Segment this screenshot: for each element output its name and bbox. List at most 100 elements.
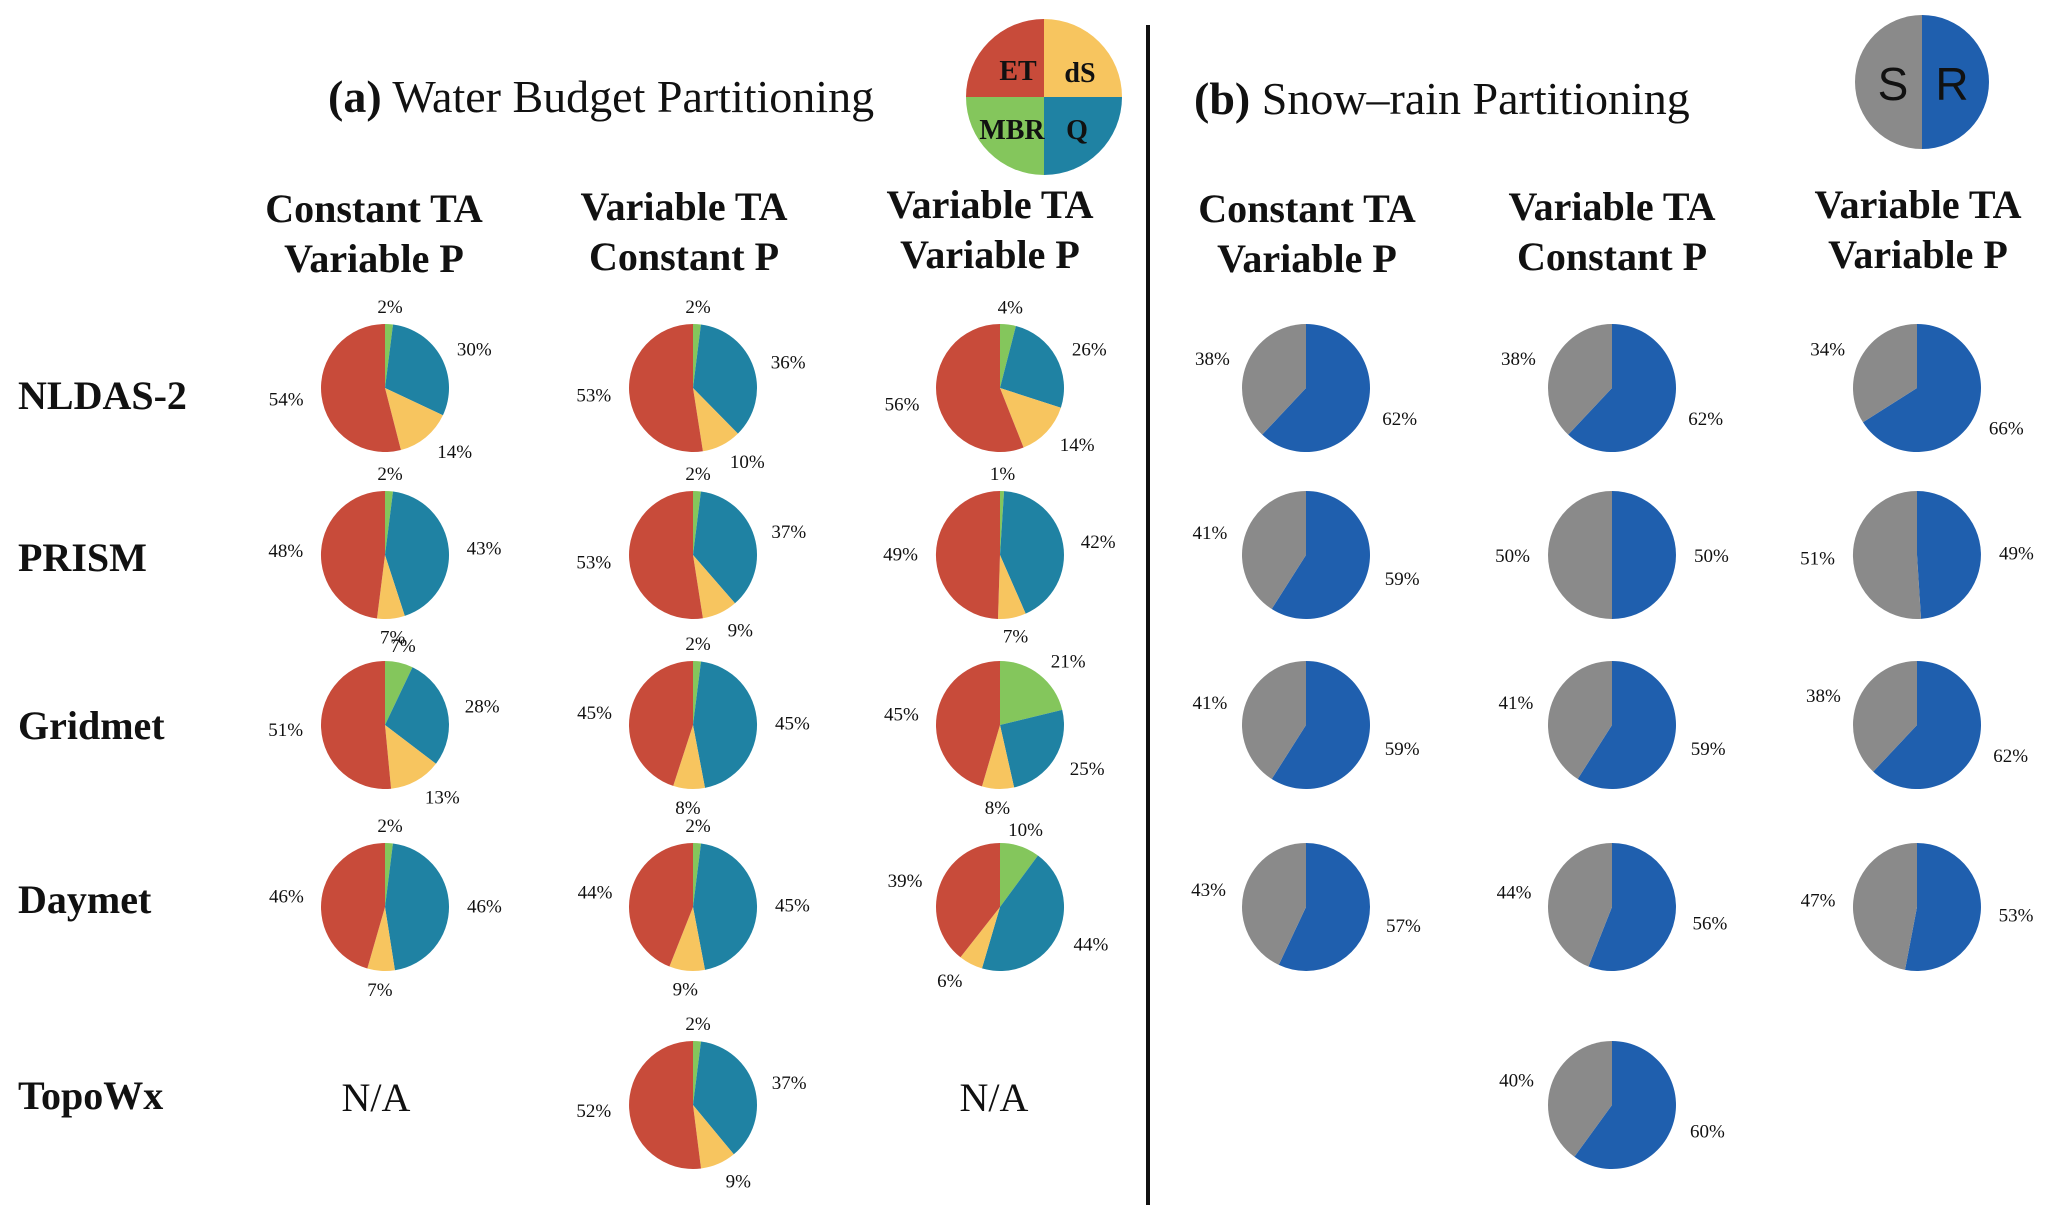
legend-mbr-slice <box>966 97 1044 175</box>
pie-snow-daymet-variable-ta-constant-p: 56% 44% <box>1497 843 1728 971</box>
label-et: 51% <box>268 720 303 741</box>
label-r: 53% <box>1999 906 2034 927</box>
label-ds: 8% <box>675 798 701 819</box>
slice-r <box>1262 324 1371 452</box>
pie-snow-daymet-constant-ta-variable-p: 57% 43% <box>1191 843 1421 971</box>
label-et: 53% <box>576 385 611 406</box>
column-header-b-3: Variable TA Variable P <box>1814 182 2022 277</box>
slice-et <box>628 843 693 967</box>
slice-s <box>1241 843 1306 965</box>
label-r: 62% <box>1688 409 1723 430</box>
pie-snow-prism-variable-ta-constant-p: 50% 50% <box>1495 491 1729 619</box>
slice-s <box>1547 660 1612 780</box>
label-et: 45% <box>577 703 612 724</box>
pie-water-daymet-variable-ta-constant-p: 2% 45% 9% 44% <box>578 816 810 1000</box>
label-r: 56% <box>1693 913 1728 934</box>
panel-divider <box>1146 25 1150 1205</box>
pie-snow-nldas-2-variable-ta-variable-p: 66% 34% <box>1810 324 2024 452</box>
label-q: 36% <box>771 353 806 374</box>
label-mbr: 2% <box>377 464 403 485</box>
label-ds: 9% <box>728 620 754 641</box>
label-et: 39% <box>888 871 923 892</box>
label-s: 38% <box>1806 686 1841 707</box>
pie-snow-prism-constant-ta-variable-p: 59% 41% <box>1192 490 1420 619</box>
slice-mbr <box>385 842 393 907</box>
panel-b-tag: (b) <box>1194 73 1251 124</box>
legend-water-budget: ET dS MBR Q <box>966 19 1122 175</box>
slice-mbr <box>1000 843 1038 907</box>
slice-r <box>1271 661 1370 789</box>
label-s: 40% <box>1499 1071 1534 1092</box>
slice-ds <box>669 907 705 972</box>
slice-ds <box>385 725 436 789</box>
label-q: 45% <box>775 895 810 916</box>
pie-water-daymet-constant-ta-variable-p: 2% 46% 7% 46% <box>269 816 502 1001</box>
label-mbr: 2% <box>685 464 711 485</box>
label-et: 54% <box>269 389 304 410</box>
slice-q <box>693 491 758 604</box>
legend-r-slice <box>1922 15 1989 149</box>
panel-b-title-text: Snow–rain Partitioning <box>1261 73 1690 124</box>
label-q: 28% <box>465 697 500 718</box>
slice-s <box>1547 843 1612 967</box>
row-label-daymet: Daymet <box>18 877 152 922</box>
legend-mbr-label: MBR <box>979 115 1045 146</box>
water-budget-pies: 2% 30% 14% 54% 2% 36% 10% 53% 4% 26% 14% 56% 2% 43% 7%… <box>268 297 1116 1192</box>
label-r: 62% <box>1993 746 2028 767</box>
slice-s <box>1852 843 1917 970</box>
slice-s <box>1241 660 1306 780</box>
pie-water-nldas-2-variable-ta-constant-p: 2% 36% 10% 53% <box>576 297 805 473</box>
label-et: 46% <box>269 887 304 908</box>
label-mbr: 7% <box>390 636 416 657</box>
slice-mbr <box>1000 324 1016 388</box>
label-ds: 8% <box>985 798 1011 819</box>
slice-q <box>385 491 450 616</box>
label-q: 43% <box>467 538 502 559</box>
label-q: 46% <box>467 897 502 918</box>
label-et: 48% <box>268 541 303 562</box>
label-s: 43% <box>1191 880 1226 901</box>
slice-r <box>1873 661 1982 789</box>
label-s: 41% <box>1192 693 1227 714</box>
label-ds: 14% <box>437 442 472 463</box>
slice-s <box>1548 324 1612 435</box>
label-ds: 7% <box>367 980 393 1001</box>
slice-ds <box>693 555 735 619</box>
slice-r <box>1568 324 1677 452</box>
legend-s-label: S <box>1878 58 1909 110</box>
pie-snow-gridmet-constant-ta-variable-p: 59% 41% <box>1192 660 1420 789</box>
na-topowx-constant-ta: N/A <box>341 1075 411 1120</box>
legend-s-slice <box>1855 15 1922 149</box>
label-ds: 14% <box>1060 435 1095 456</box>
slice-s <box>1852 490 1922 619</box>
slice-et <box>935 843 1000 958</box>
pie-water-prism-variable-ta-constant-p: 2% 37% 9% 53% <box>576 464 806 641</box>
slice-q <box>693 661 758 788</box>
slice-r <box>1588 843 1676 971</box>
slice-mbr <box>693 843 702 907</box>
label-ds: 13% <box>425 788 460 809</box>
label-ds: 7% <box>1003 627 1029 648</box>
label-r: 57% <box>1386 916 1421 937</box>
label-et: 45% <box>884 704 919 725</box>
slice-ds <box>997 555 1026 620</box>
na-topowx-variable-ta-variable-p: N/A <box>959 1075 1029 1120</box>
column-header-a-3: Variable TA Variable P <box>886 182 1094 277</box>
legend-snow-rain: S R <box>1855 15 1989 149</box>
slice-ds <box>673 725 705 790</box>
row-label-nldas2: NLDAS-2 <box>18 373 187 418</box>
slice-r <box>1577 661 1676 789</box>
slice-ds <box>960 907 1000 969</box>
slice-mbr <box>693 1041 702 1105</box>
label-s: 47% <box>1801 890 1836 911</box>
label-mbr: 2% <box>685 1014 711 1035</box>
slice-ds <box>367 907 395 972</box>
slice-q <box>693 843 758 970</box>
label-mbr: 10% <box>1008 820 1043 841</box>
slice-q <box>693 1041 758 1155</box>
pie-water-prism-variable-ta-variable-p: 1% 42% 7% 49% <box>883 464 1116 648</box>
slice-et <box>628 661 693 786</box>
label-q: 37% <box>771 522 806 543</box>
slice-et <box>935 490 1000 619</box>
